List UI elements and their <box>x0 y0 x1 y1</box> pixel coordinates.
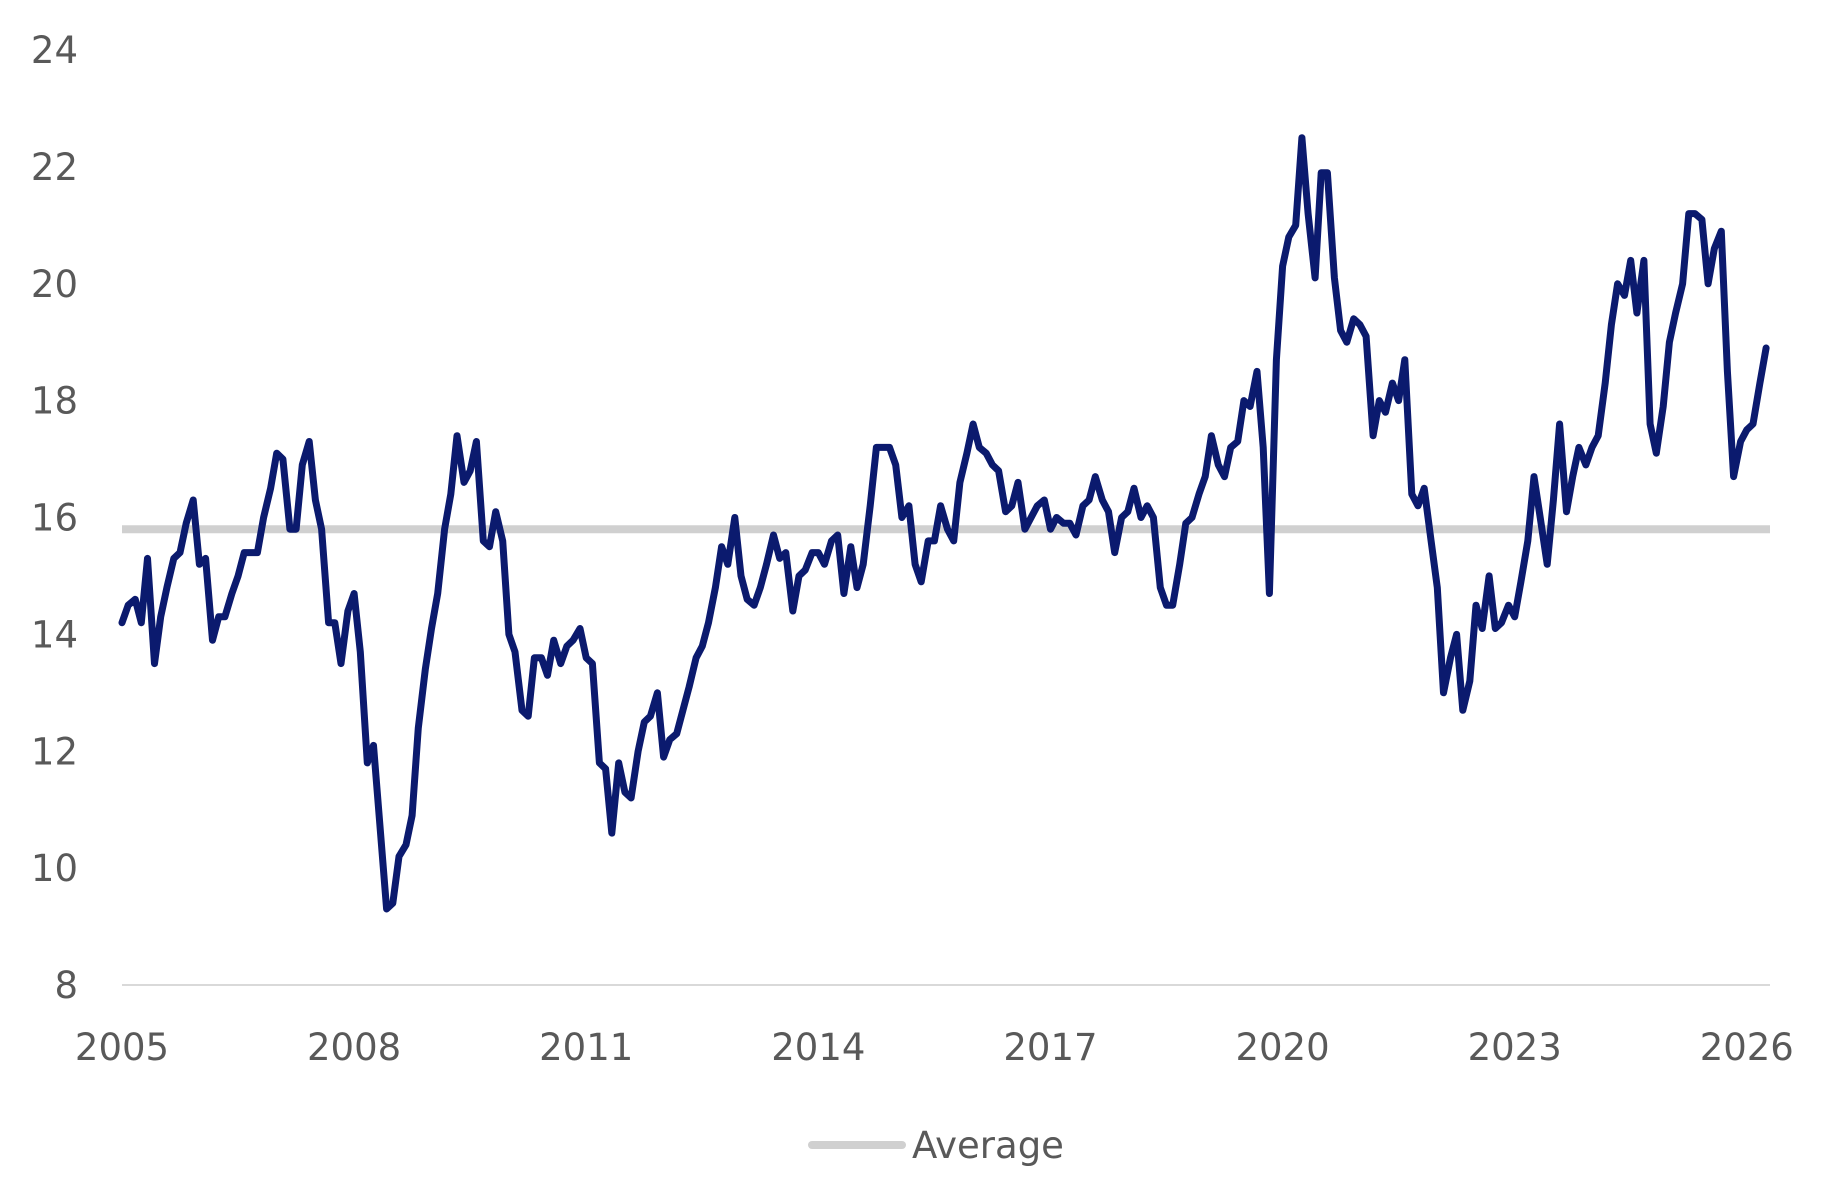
x-tick-label: 2023 <box>1468 1026 1562 1069</box>
y-tick-label: 20 <box>31 263 78 306</box>
x-tick-label: 2011 <box>539 1026 633 1069</box>
x-tick-label: 2017 <box>1003 1026 1097 1069</box>
y-tick-label: 18 <box>31 380 78 423</box>
x-tick-label: 2026 <box>1700 1026 1794 1069</box>
x-tick-label: 2005 <box>75 1026 169 1069</box>
y-tick-label: 16 <box>31 497 78 540</box>
y-tick-label: 8 <box>54 964 78 1007</box>
series-layer <box>118 134 1770 913</box>
y-tick-label: 14 <box>31 613 78 656</box>
y-tick-label: 12 <box>31 730 78 773</box>
series-line <box>118 134 1770 913</box>
x-tick-label: 2014 <box>771 1026 865 1069</box>
y-tick-label: 10 <box>31 847 78 890</box>
x-tick-label: 2020 <box>1235 1026 1329 1069</box>
x-axis: 2005 2008 2011 2014 2017 2020 2023 2026 <box>75 984 1794 1069</box>
legend-label-average: Average <box>912 1124 1064 1167</box>
legend: Average <box>808 1124 1064 1167</box>
y-tick-label: 22 <box>31 146 78 189</box>
y-tick-label: 24 <box>31 29 78 72</box>
y-axis: 8 10 12 14 16 18 20 22 24 <box>31 29 78 1007</box>
x-tick-label: 2008 <box>307 1026 401 1069</box>
